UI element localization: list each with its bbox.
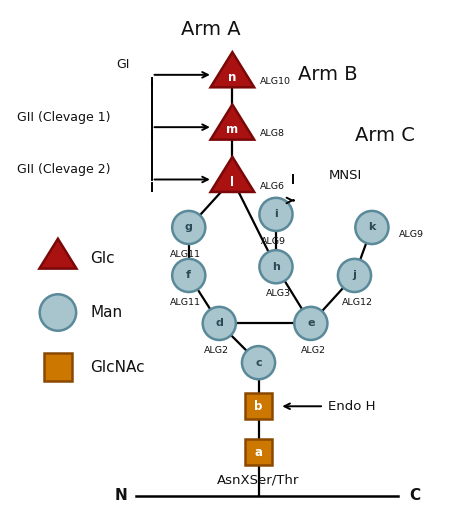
Text: b: b: [255, 400, 263, 413]
Circle shape: [356, 211, 389, 244]
Circle shape: [259, 250, 292, 283]
Text: ALG6: ALG6: [260, 182, 285, 191]
Text: m: m: [226, 123, 238, 136]
Text: ALG2: ALG2: [301, 346, 326, 354]
Text: ALG10: ALG10: [260, 77, 291, 86]
Bar: [44, 352, 73, 381]
Text: AsnXSer/Thr: AsnXSer/Thr: [218, 474, 300, 487]
Text: C: C: [409, 488, 420, 503]
Circle shape: [338, 259, 371, 292]
Text: MNSI: MNSI: [328, 169, 362, 182]
Text: ALG11: ALG11: [171, 250, 201, 259]
Text: l: l: [230, 175, 234, 189]
Text: n: n: [228, 71, 237, 84]
Text: a: a: [255, 446, 263, 459]
Text: k: k: [368, 222, 375, 233]
Text: Endo H: Endo H: [328, 400, 376, 413]
Bar: [246, 439, 272, 465]
Text: ALG12: ALG12: [342, 298, 373, 307]
Circle shape: [203, 307, 236, 340]
Circle shape: [172, 259, 205, 292]
Text: j: j: [353, 270, 356, 280]
Text: ALG2: ALG2: [204, 346, 229, 354]
Text: GI: GI: [117, 58, 130, 71]
Text: h: h: [272, 262, 280, 272]
Text: f: f: [186, 270, 191, 280]
Text: GII (Clevage 1): GII (Clevage 1): [17, 110, 110, 124]
Polygon shape: [39, 239, 76, 269]
Polygon shape: [210, 104, 254, 140]
Text: Man: Man: [91, 305, 123, 320]
Text: GII (Clevage 2): GII (Clevage 2): [17, 163, 110, 176]
Text: Arm A: Arm A: [181, 20, 240, 39]
Text: ALG9: ALG9: [261, 237, 286, 246]
Text: N: N: [115, 488, 128, 503]
Text: c: c: [255, 358, 262, 368]
Circle shape: [172, 211, 205, 244]
Text: ALG8: ALG8: [260, 130, 285, 138]
Text: e: e: [307, 318, 315, 328]
Polygon shape: [210, 157, 254, 192]
Text: d: d: [215, 318, 223, 328]
Text: i: i: [274, 209, 278, 219]
Circle shape: [40, 294, 76, 331]
Circle shape: [259, 198, 292, 231]
Text: ALG11: ALG11: [171, 298, 201, 307]
Text: Glc: Glc: [91, 250, 115, 266]
Text: ALG3: ALG3: [266, 289, 292, 298]
Circle shape: [242, 346, 275, 379]
Polygon shape: [210, 52, 254, 87]
Text: Arm B: Arm B: [299, 66, 358, 84]
Text: ALG9: ALG9: [400, 230, 424, 239]
Text: Arm C: Arm C: [355, 126, 415, 146]
Bar: [246, 393, 272, 420]
Text: g: g: [185, 222, 193, 233]
Circle shape: [294, 307, 328, 340]
Text: GlcNAc: GlcNAc: [91, 360, 145, 375]
